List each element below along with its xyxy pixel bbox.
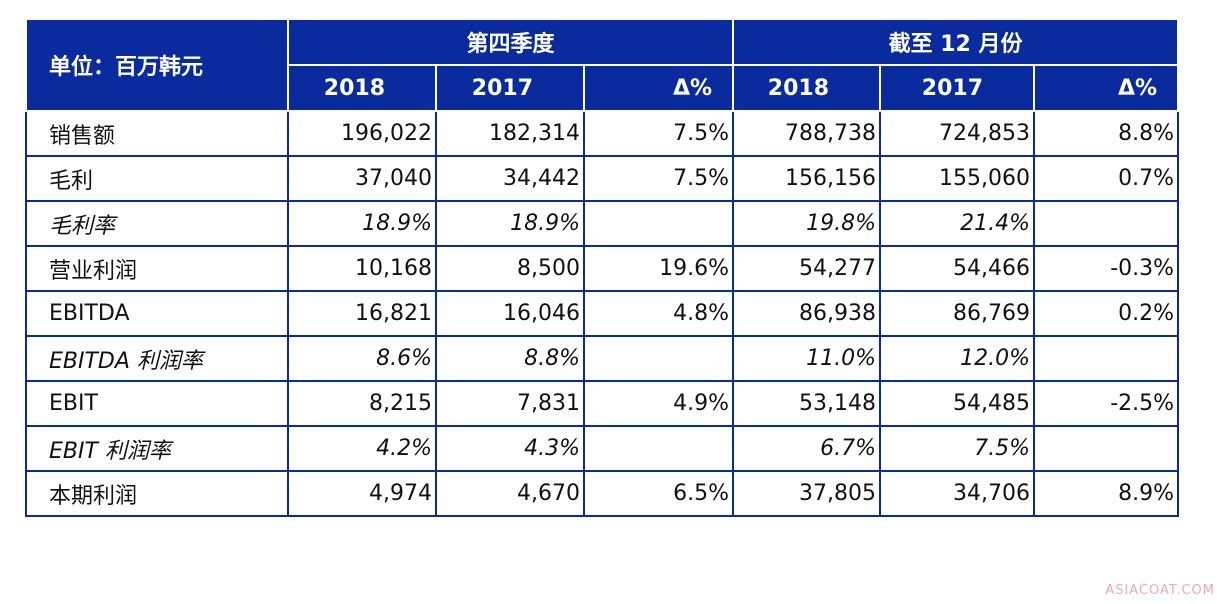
table-cell: 34,706 [879,470,1036,517]
table-cell [1033,425,1180,472]
table-row: EBIT 8,215 7,831 4.9% 53,148 54,485 -2.5% [25,380,1180,427]
year-header: 2017 [435,64,585,112]
table-cell: 724,853 [879,110,1036,157]
row-label: 毛利率 [25,200,289,247]
group-header-quarter: 第四季度 [286,18,735,66]
table-cell: 18.9% [287,200,437,247]
table-cell: 7.5% [879,425,1036,472]
table-row: 本期利润 4,974 4,670 6.5% 37,805 34,706 8.9% [25,470,1180,517]
table-cell: 7,831 [435,380,585,427]
table-cell: 4,974 [287,470,437,517]
table-cell: 4,670 [435,470,585,517]
year-header: 2017 [879,64,1036,112]
table-cell [1033,335,1180,382]
table-cell: 10,168 [287,245,437,292]
table-cell [582,425,735,472]
table-cell: 8.8% [435,335,585,382]
row-label: EBITDA 利润率 [25,335,289,382]
table-cell: 0.2% [1033,290,1180,337]
table-cell: 196,022 [287,110,437,157]
table-cell: 34,442 [435,155,585,202]
table-cell: 16,046 [435,290,585,337]
row-label: 毛利 [25,155,289,202]
table-cell: 8,500 [435,245,585,292]
table-cell: -2.5% [1033,380,1180,427]
table-cell: 4.8% [582,290,735,337]
table-cell: 54,485 [879,380,1036,427]
table-cell: 16,821 [287,290,437,337]
table-cell: 4.2% [287,425,437,472]
table-row: 毛利 37,040 34,442 7.5% 156,156 155,060 0.7% [25,155,1180,202]
table-cell [582,200,735,247]
table-cell: 182,314 [435,110,585,157]
table-cell: 21.4% [879,200,1036,247]
table-cell: 37,805 [732,470,882,517]
table-cell [582,335,735,382]
group-header-full-year: 截至 12 月份 [732,18,1180,66]
table-cell: 54,277 [732,245,882,292]
table-cell [1033,200,1180,247]
year-header: 2018 [287,64,437,112]
table-header: 单位：百万韩元 第四季度 截至 12 月份 2018 2017 Δ% 2018 … [25,18,1180,112]
table-row: EBITDA 16,821 16,046 4.8% 86,938 86,769 0.2% [25,290,1180,337]
table-cell: 19.8% [732,200,882,247]
row-label: 销售额 [25,110,289,157]
table-row: 营业利润 10,168 8,500 19.6% 54,277 54,466 -0.3% [25,245,1180,292]
table-cell: 18.9% [435,200,585,247]
table-cell: 19.6% [582,245,735,292]
row-label: EBITDA [25,290,289,337]
table-cell: 53,148 [732,380,882,427]
row-label: 本期利润 [25,470,289,517]
table-cell: 11.0% [732,335,882,382]
delta-header: Δ% [1033,64,1180,112]
table-cell: 6.7% [732,425,882,472]
table-cell: 86,769 [879,290,1036,337]
table-cell: 8.9% [1033,470,1180,517]
table-cell: 788,738 [732,110,882,157]
table-cell: 12.0% [879,335,1036,382]
table-cell: 0.7% [1033,155,1180,202]
table-cell: 155,060 [879,155,1036,202]
table-cell: 54,466 [879,245,1036,292]
table-cell: 7.5% [582,155,735,202]
financial-summary-table: 单位：百万韩元 第四季度 截至 12 月份 2018 2017 Δ% 2018 … [25,18,1180,517]
table-cell: -0.3% [1033,245,1180,292]
header-row-years: 2018 2017 Δ% 2018 2017 Δ% [26,64,1180,112]
table-cell: 156,156 [732,155,882,202]
row-label: 营业利润 [25,245,289,292]
table-row: EBIT 利润率 4.2% 4.3% 6.7% 7.5% [25,425,1180,472]
table-cell: 6.5% [582,470,735,517]
table-row: 销售额 196,022 182,314 7.5% 788,738 724,853 8.8% [25,110,1180,157]
table-cell: 8,215 [287,380,437,427]
table-body: 销售额 196,022 182,314 7.5% 788,738 724,853 8.8% 毛… [25,110,1180,517]
row-label: EBIT [25,380,289,427]
header-row-groups: 单位：百万韩元 第四季度 截至 12 月份 [25,18,1180,112]
delta-header: Δ% [582,64,735,112]
table-row: EBITDA 利润率 8.6% 8.8% 11.0% 12.0% [25,335,1180,382]
table-cell: 86,938 [732,290,882,337]
table-cell: 4.3% [435,425,585,472]
year-header: 2018 [732,64,882,112]
unit-label: 单位：百万韩元 [25,18,289,112]
table-cell: 8.6% [287,335,437,382]
table-cell: 7.5% [582,110,735,157]
row-label: EBIT 利润率 [25,425,289,472]
table-row: 毛利率 18.9% 18.9% 19.8% 21.4% [25,200,1180,247]
watermark: ASIACOAT.COM [1105,583,1215,598]
table-cell: 8.8% [1033,110,1180,157]
table-cell: 4.9% [582,380,735,427]
table-cell: 37,040 [287,155,437,202]
